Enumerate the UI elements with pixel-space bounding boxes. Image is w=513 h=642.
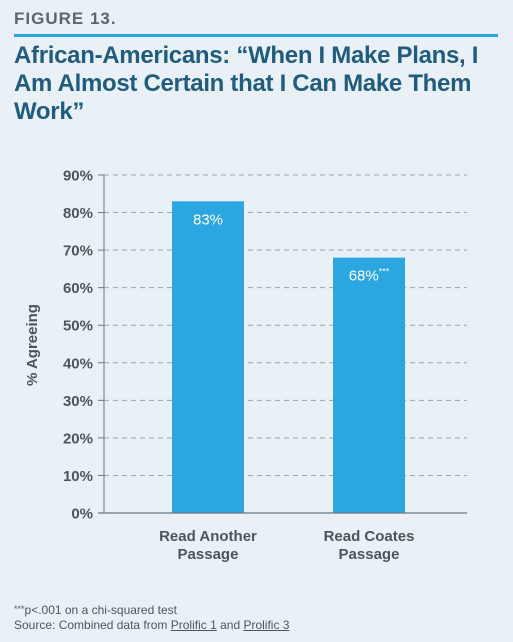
y-tick-label-80: 80%	[63, 205, 93, 222]
x-category-label-1-line-1: Read Another	[159, 528, 257, 545]
y-tick-label-10: 10%	[63, 468, 93, 485]
source-link-prolific-1[interactable]: Prolific 1	[171, 618, 217, 632]
axes	[98, 175, 467, 513]
footnote: ***p<.001 on a chi-squared test Source: …	[14, 603, 289, 633]
y-tick-label-40: 40%	[63, 355, 93, 372]
y-tick-label-0: 0%	[71, 506, 93, 523]
bar-1	[172, 201, 244, 513]
y-tick-label-50: 50%	[63, 318, 93, 335]
y-tick-label-30: 30%	[63, 393, 93, 410]
gridlines	[104, 175, 467, 475]
significance-note: ***p<.001 on a chi-squared test	[14, 603, 289, 618]
x-category-label-2-line-1: Read Coates	[324, 528, 415, 545]
y-tick-label-60: 60%	[63, 280, 93, 297]
x-category-label-1-line-2: Passage	[178, 546, 239, 563]
y-tick-label-70: 70%	[63, 243, 93, 260]
x-category-label-2-line-2: Passage	[339, 546, 400, 563]
bar-2	[333, 258, 405, 513]
source-joiner: and	[217, 618, 244, 632]
source-note: Source: Combined data from Prolific 1 an…	[14, 618, 289, 633]
y-tick-label-90: 90%	[63, 168, 93, 185]
significance-text: p<.001 on a chi-squared test	[25, 603, 177, 617]
bars	[172, 201, 405, 513]
source-prefix: Source: Combined data from	[14, 618, 171, 632]
source-link-prolific-3[interactable]: Prolific 3	[243, 618, 289, 632]
bar-value-label-1: 83%	[193, 211, 223, 228]
significance-stars: ***	[14, 604, 25, 614]
y-tick-label-20: 20%	[63, 430, 93, 447]
y-axis-title: % Agreeing	[24, 304, 41, 386]
bar-value-significance-2: ***	[379, 267, 390, 277]
